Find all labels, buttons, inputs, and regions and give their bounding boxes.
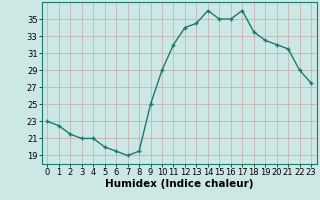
X-axis label: Humidex (Indice chaleur): Humidex (Indice chaleur)	[105, 179, 253, 189]
